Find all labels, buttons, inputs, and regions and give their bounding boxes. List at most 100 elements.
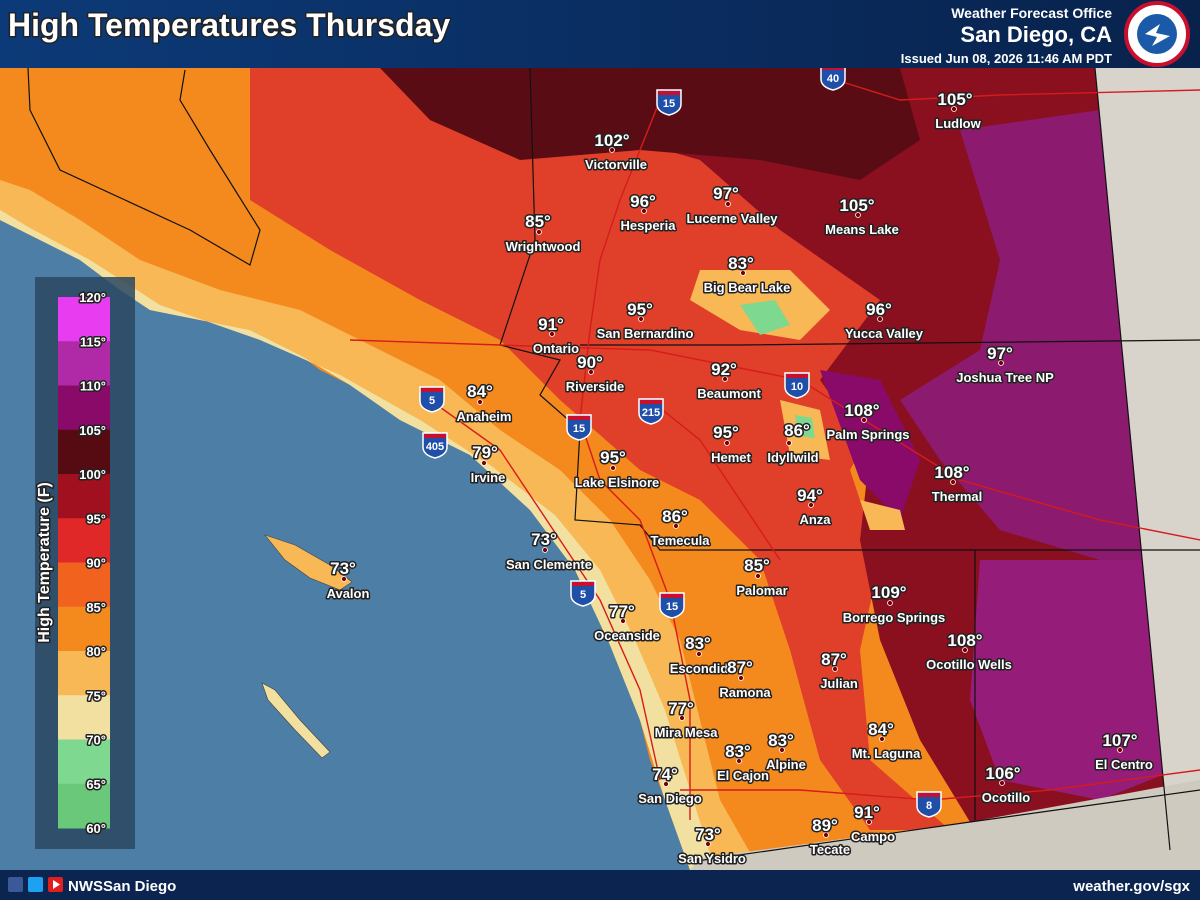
city-name: Big Bear Lake [704, 280, 791, 295]
city-dot [620, 618, 626, 624]
city-name: Julian [820, 676, 858, 691]
shield-band [568, 416, 590, 420]
footer-handle[interactable]: NWSSan Diego [68, 878, 176, 895]
legend-label: 80° [86, 644, 106, 659]
facebook-icon[interactable] [8, 877, 23, 892]
city-dot [823, 832, 829, 838]
city-temp: 85° [525, 212, 551, 231]
city-name: San Diego [638, 791, 702, 806]
city-name: San Bernardino [597, 326, 694, 341]
city-temp: 96° [866, 300, 892, 319]
city-name: Lake Elsinore [575, 475, 660, 490]
legend-swatch [58, 429, 110, 475]
legend-label: 110° [80, 379, 106, 394]
shield-layer: 40 15 5 405 15 215 10 5 15 8 [419, 64, 942, 818]
city-dot [481, 460, 487, 466]
city-dot [861, 417, 867, 423]
city-dot [705, 841, 711, 847]
legend-swatch [58, 474, 110, 519]
city-dot [536, 229, 542, 235]
city-name: Irvine [471, 470, 506, 485]
city-dot [740, 270, 746, 276]
interstate-shield [422, 432, 448, 459]
shield-number: 405 [426, 441, 444, 453]
header-bar [0, 0, 1200, 68]
footer-url[interactable]: weather.gov/sgx [1072, 878, 1190, 895]
city-dot [722, 376, 728, 382]
twitter-icon[interactable] [28, 877, 43, 892]
city-dot [786, 440, 792, 446]
city-name: Victorville [585, 157, 647, 172]
city-dot [725, 201, 731, 207]
nevada-desert [1095, 68, 1200, 850]
city-dot [738, 675, 744, 681]
city-temp: 106° [985, 764, 1020, 783]
city-name: Means Lake [825, 222, 899, 237]
city-name: Hesperia [621, 218, 677, 233]
city-name: Campo [851, 829, 895, 844]
legend-label: 65° [86, 777, 106, 792]
city-temp: 84° [467, 382, 493, 401]
map-title: High Temperatures Thursday [8, 7, 450, 43]
legend: 120° 115° 110° 105° 100° 95° 90° 85° 80° 75° 70° 65… [35, 277, 135, 849]
city-temp: 89° [812, 816, 838, 835]
city-name: Wrightwood [506, 239, 581, 254]
legend-title: High Temperature (F) [36, 482, 53, 643]
interstate-shield [656, 89, 682, 116]
city-dot [542, 547, 548, 553]
city-temp: 92° [711, 360, 737, 379]
city-dot [951, 106, 957, 112]
interstate-shield [638, 398, 664, 425]
city-temp: 86° [784, 421, 810, 440]
city-name: Ludlow [935, 116, 981, 131]
city-name: San Clemente [506, 557, 592, 572]
city-temp: 95° [713, 423, 739, 442]
city-dot [855, 212, 861, 218]
city-name: Lucerne Valley [686, 211, 778, 226]
interstate-shield [566, 414, 592, 441]
city-name: Beaumont [697, 386, 761, 401]
shield-band [661, 594, 683, 598]
county-line [580, 339, 1200, 346]
city-dot [724, 440, 730, 446]
office-label: Weather Forecast Office [951, 5, 1112, 21]
interstate-shield [784, 372, 810, 399]
city-name: Mira Mesa [655, 725, 719, 740]
legend-label: 70° [86, 733, 106, 748]
san-clemente-island [261, 682, 331, 759]
legend-swatch [58, 651, 110, 696]
shield-number: 10 [791, 381, 803, 393]
shield-band [918, 793, 940, 797]
city-temp: 85° [744, 556, 770, 575]
city-dot [696, 651, 702, 657]
city-dot [679, 715, 685, 721]
state-line [1094, 67, 1171, 851]
shield-band [640, 400, 662, 404]
shield-number: 15 [666, 601, 678, 613]
shield-number: 215 [642, 407, 660, 419]
city-temp: 87° [821, 650, 847, 669]
city-temp: 83° [728, 254, 754, 273]
city-name: San Ysidro [678, 851, 746, 866]
road [429, 399, 661, 781]
city-temp: 77° [609, 602, 635, 621]
legend-label: 95° [86, 511, 106, 526]
city-name: Ocotillo Wells [926, 657, 1012, 672]
city-name: Palm Springs [826, 427, 909, 442]
legend-swatch [58, 341, 110, 386]
city-temp: 86° [662, 507, 688, 526]
city-dot [736, 758, 742, 764]
city-temp: 87° [727, 658, 753, 677]
city-dot [866, 819, 872, 825]
very-hot-zone-south [970, 560, 1200, 800]
city-name: Temecula [650, 533, 710, 548]
city-name: Ocotillo [982, 790, 1030, 805]
city-temp: 109° [871, 583, 906, 602]
county-line [499, 67, 1200, 551]
city-temp: 91° [538, 315, 564, 334]
city-dot [779, 747, 785, 753]
city-dot [832, 666, 838, 672]
interstate-shield [916, 791, 942, 818]
shield-number: 15 [663, 98, 675, 110]
